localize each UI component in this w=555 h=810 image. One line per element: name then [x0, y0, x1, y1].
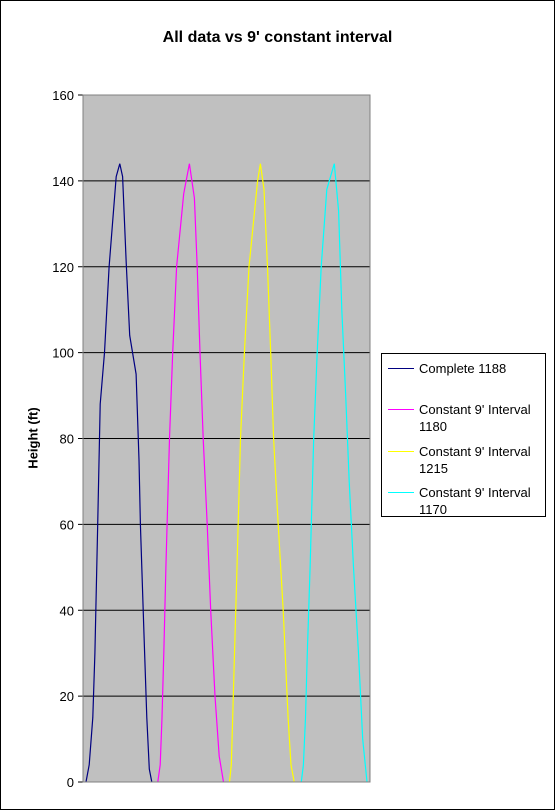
series-line-3: [228, 163, 295, 783]
gridlines: [83, 180, 370, 697]
y-tick-label: 100: [52, 346, 74, 361]
legend-swatch: [388, 492, 414, 493]
legend-label: Constant 9' Interval 1215: [419, 444, 531, 476]
y-tick-label: 60: [60, 517, 74, 532]
chart-title: All data vs 9' constant interval: [162, 29, 393, 46]
plot-border: [82, 94, 371, 783]
series-line-2: [157, 163, 225, 783]
legend-swatch: [388, 368, 414, 369]
legend: Complete 1188 Constant 9' Interval 1180 …: [381, 353, 546, 517]
y-tick-label: 20: [60, 689, 74, 704]
y-tick-label: 140: [52, 174, 74, 189]
y-tick-label: 0: [67, 775, 74, 790]
y-tick-label: 40: [60, 603, 74, 618]
legend-label: Constant 9' Interval 1180: [419, 402, 531, 434]
y-tick-label: 160: [52, 88, 74, 103]
y-axis-ticks: 0 20 40 60 80 100 120 140 160: [52, 88, 83, 790]
legend-label: Constant 9' Interval 1170: [419, 485, 531, 517]
legend-swatch: [388, 451, 414, 452]
series-lines: [85, 163, 368, 783]
legend-swatch: [388, 409, 414, 410]
y-tick-label: 120: [52, 260, 74, 275]
legend-label: Complete 1188: [419, 361, 507, 376]
series-line-4: [300, 163, 368, 783]
series-line-1: [85, 163, 153, 783]
y-tick-label: 80: [60, 432, 74, 447]
